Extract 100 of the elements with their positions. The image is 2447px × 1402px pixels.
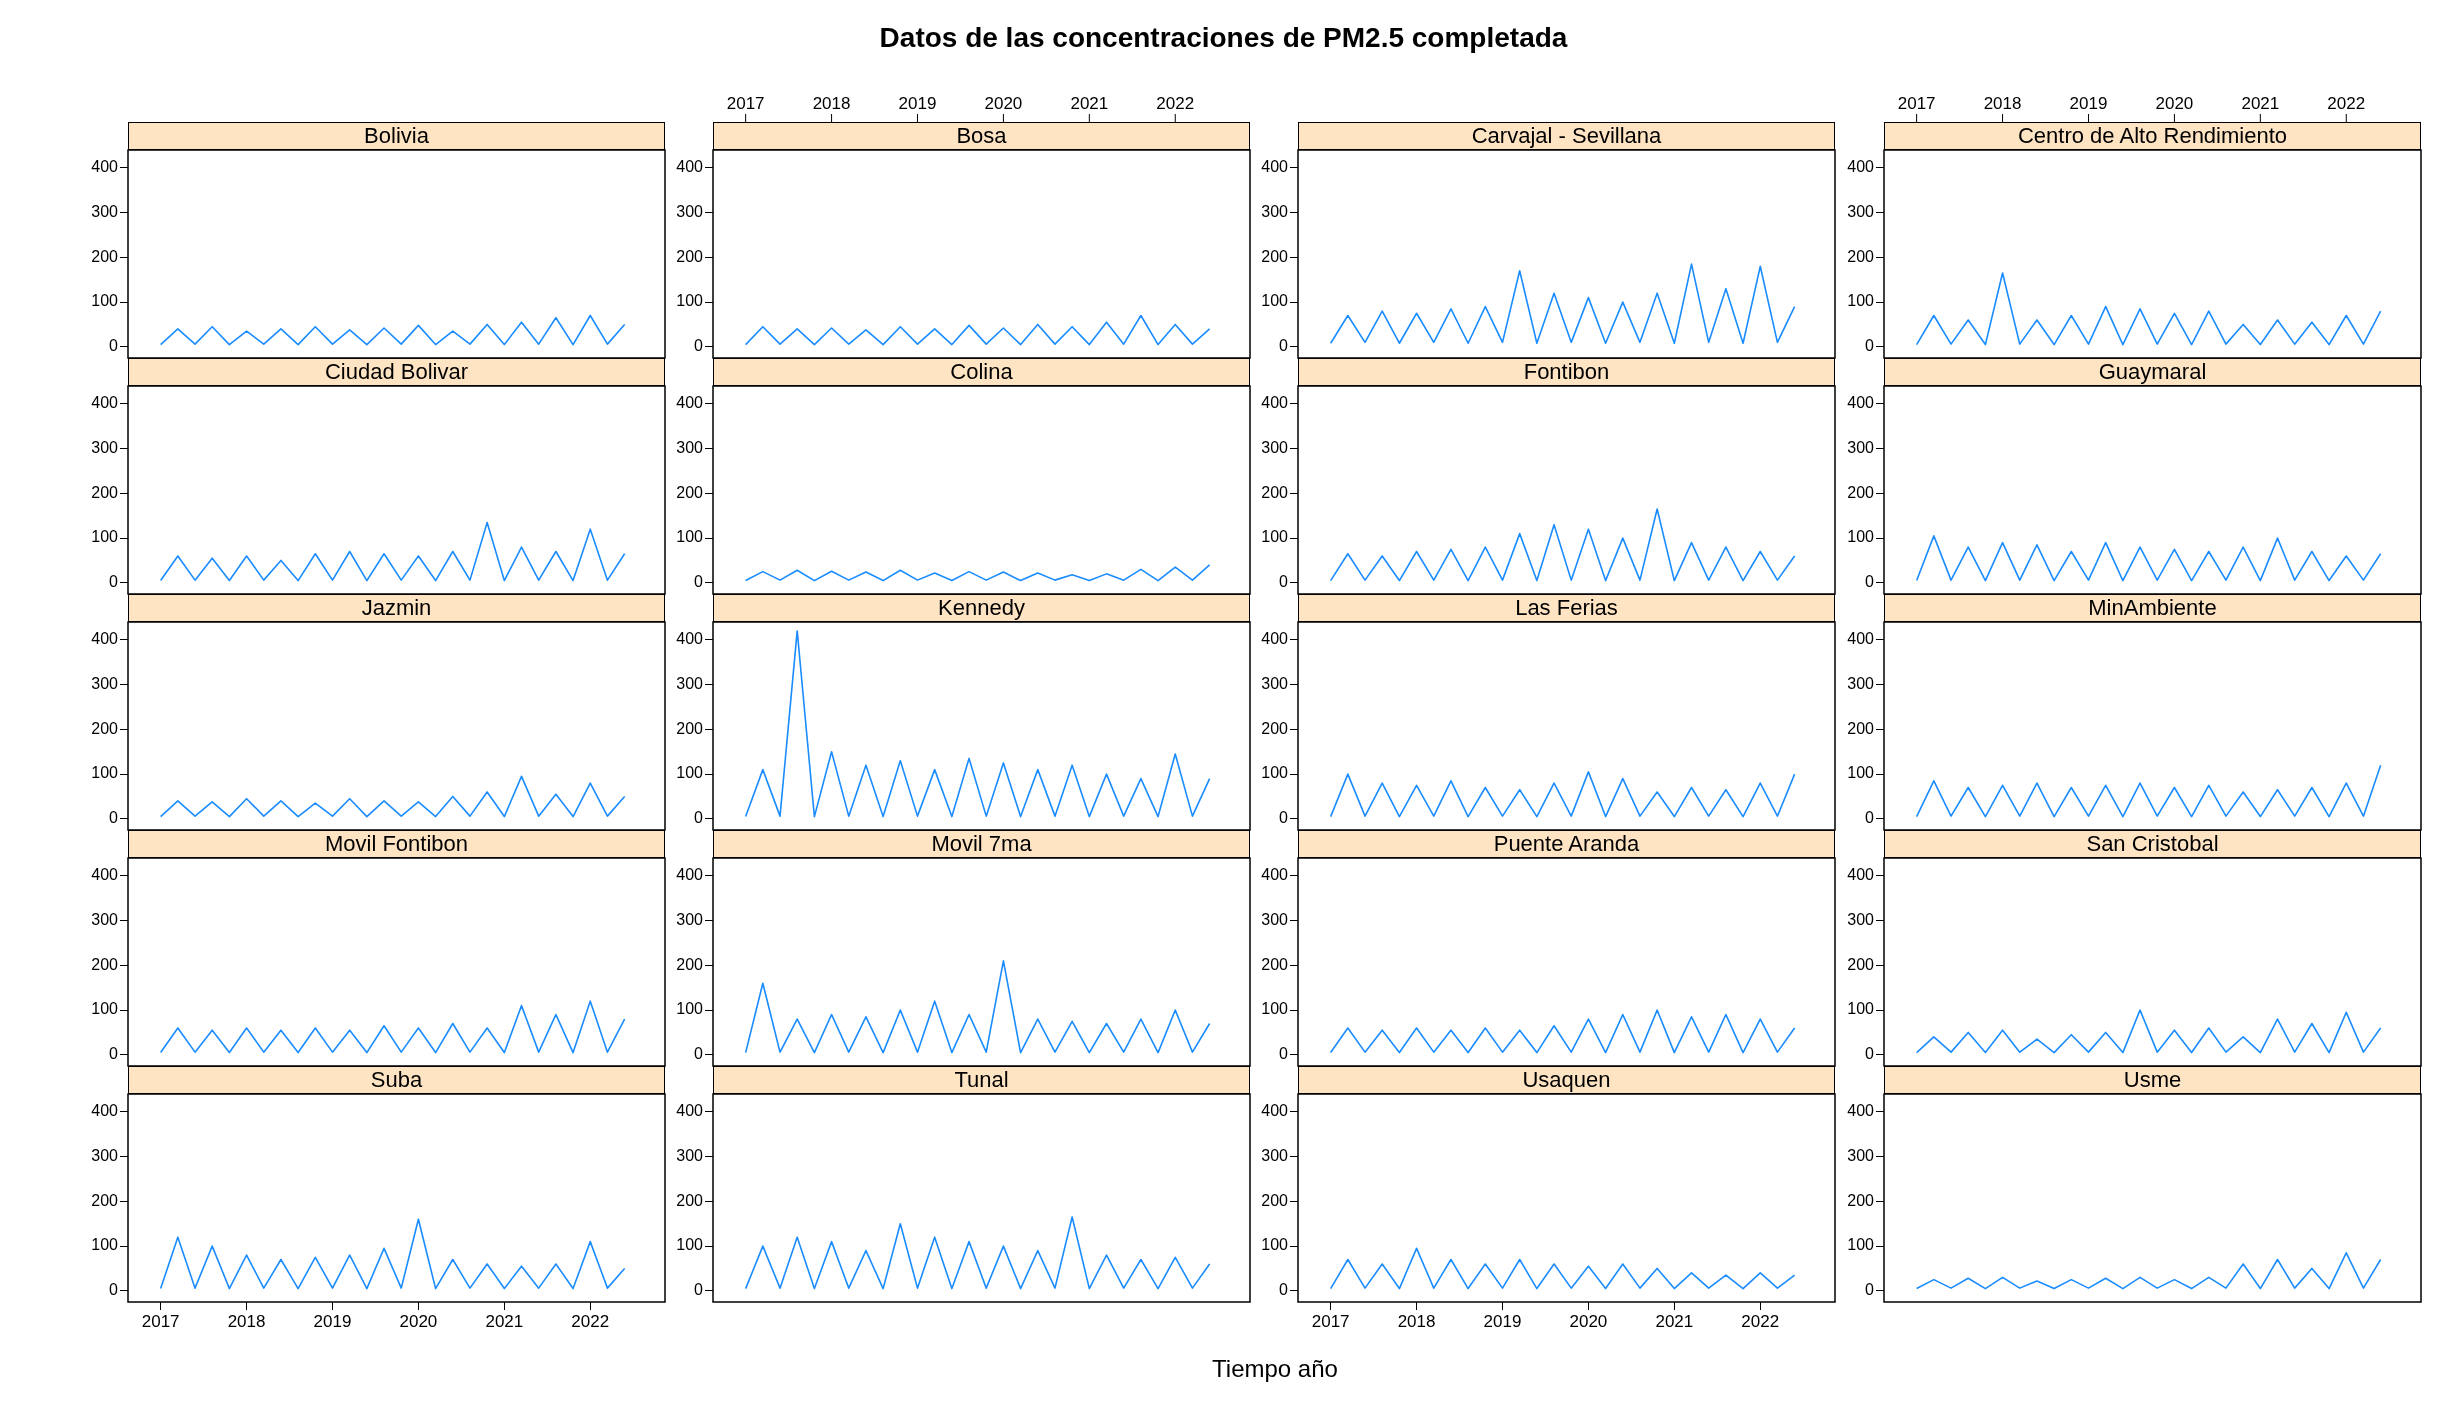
y-tick-label: 300 <box>676 439 704 457</box>
y-tick-label: 100 <box>1847 1000 1875 1018</box>
y-tick-label: 400 <box>676 866 704 884</box>
y-tick-label: 100 <box>1261 1000 1289 1018</box>
y-tick-label: 300 <box>1847 203 1875 221</box>
chart-title: San Cristobal <box>1884 830 2421 858</box>
y-tick-label: 200 <box>676 483 704 501</box>
y-tick-label: 0 <box>694 573 704 591</box>
y-tick-label: 400 <box>1261 630 1289 648</box>
y-tick-label: 100 <box>91 1236 119 1254</box>
y-tick-label: 400 <box>676 394 704 412</box>
chart-title: Jazmin <box>128 594 665 622</box>
y-tick-label: 0 <box>1865 337 1875 355</box>
x2-tick-label: 2020 <box>2155 94 2194 114</box>
x-tick-label: 2019 <box>313 1311 352 1331</box>
y-tick-label: 200 <box>1847 1191 1875 1209</box>
y-tick-label: 100 <box>1261 528 1289 546</box>
chart-title: Movil 7ma <box>713 830 1250 858</box>
chart-title: Usaquen <box>1298 1066 1835 1094</box>
y-tick-label: 200 <box>91 1191 119 1209</box>
x2-tick-label: 2018 <box>812 94 851 114</box>
y-tick-label: 0 <box>694 809 704 827</box>
y-tick-label: 100 <box>1261 764 1289 782</box>
y-tick-label: 200 <box>1847 483 1875 501</box>
y-tick-label: 0 <box>1279 337 1289 355</box>
y-tick-label: 0 <box>1279 1281 1289 1299</box>
y-tick-label: 0 <box>109 1045 119 1063</box>
y-tick-label: 300 <box>91 439 119 457</box>
y-tick-label: 300 <box>1261 439 1289 457</box>
x-tick-label: 2018 <box>227 1311 266 1331</box>
y-tick-label: 300 <box>91 203 119 221</box>
y-tick-label: 400 <box>91 1102 119 1120</box>
chart-title: Guaymaral <box>1884 358 2421 386</box>
y-tick-label: 0 <box>694 337 704 355</box>
y-tick-label: 200 <box>1847 247 1875 265</box>
y-tick-label: 200 <box>1261 1191 1289 1209</box>
y-tick-label: 300 <box>91 1147 119 1165</box>
x-tick-label: 2022 <box>571 1311 610 1331</box>
y-tick-label: 0 <box>694 1045 704 1063</box>
y-tick-label: 300 <box>1261 675 1289 693</box>
y-tick-label: 400 <box>676 630 704 648</box>
x2-tick-label: 2021 <box>1070 94 1109 114</box>
y-tick-label: 300 <box>676 1147 704 1165</box>
y-tick-label: 100 <box>1847 528 1875 546</box>
x-tick-label: 2021 <box>1655 1311 1694 1331</box>
y-tick-label: 0 <box>694 1281 704 1299</box>
y-tick-label: 100 <box>676 764 704 782</box>
x2-tick-label: 2019 <box>898 94 937 114</box>
y-tick-label: 0 <box>1279 573 1289 591</box>
x-tick-label: 2020 <box>1569 1311 1608 1331</box>
y-tick-label: 300 <box>1261 203 1289 221</box>
x-tick-label: 2022 <box>1741 1311 1780 1331</box>
chart-title: Bolivia <box>128 122 665 150</box>
y-tick-label: 200 <box>676 1191 704 1209</box>
y-tick-label: 200 <box>1847 955 1875 973</box>
y-tick-label: 300 <box>676 911 704 929</box>
y-tick-label: 100 <box>1847 764 1875 782</box>
x2-tick-label: 2020 <box>984 94 1023 114</box>
x2-tick-label: 2019 <box>2069 94 2108 114</box>
chart-title: Puente Aranda <box>1298 830 1835 858</box>
chart-title: Ciudad Bolivar <box>128 358 665 386</box>
y-tick-label: 100 <box>676 1236 704 1254</box>
chart-title: MinAmbiente <box>1884 594 2421 622</box>
y-tick-label: 0 <box>1865 573 1875 591</box>
chart-title: Colina <box>713 358 1250 386</box>
y-tick-label: 400 <box>1847 1102 1875 1120</box>
y-tick-label: 200 <box>676 247 704 265</box>
y-tick-label: 400 <box>676 158 704 176</box>
y-tick-label: 0 <box>1865 809 1875 827</box>
y-tick-label: 300 <box>1847 1147 1875 1165</box>
text: Datos de las concentraciones de PM2.5 completada <box>878 22 1569 54</box>
y-tick-label: 100 <box>676 528 704 546</box>
x2-tick-label: 2017 <box>726 94 765 114</box>
text: Tiempo año <box>1211 1355 1339 1383</box>
chart-title: Kennedy <box>713 594 1250 622</box>
x-tick-label: 2018 <box>1397 1311 1436 1331</box>
y-tick-label: 0 <box>109 809 119 827</box>
y-tick-label: 100 <box>1847 1236 1875 1254</box>
y-tick-label: 100 <box>676 292 704 310</box>
y-tick-label: 200 <box>91 483 119 501</box>
y-tick-label: 100 <box>91 292 119 310</box>
y-tick-label: 200 <box>1261 483 1289 501</box>
chart-title: Movil Fontibon <box>128 830 665 858</box>
y-tick-label: 400 <box>1847 158 1875 176</box>
chart-title: Usme <box>1884 1066 2421 1094</box>
y-tick-label: 400 <box>91 158 119 176</box>
chart-title: Carvajal - Sevillana <box>1298 122 1835 150</box>
y-tick-label: 400 <box>91 394 119 412</box>
y-tick-label: 0 <box>109 573 119 591</box>
x2-tick-label: 2022 <box>1156 94 1195 114</box>
y-tick-label: 300 <box>676 675 704 693</box>
y-tick-label: 400 <box>1261 158 1289 176</box>
chart-title: Bosa <box>713 122 1250 150</box>
y-tick-label: 200 <box>1261 247 1289 265</box>
y-tick-label: 100 <box>91 764 119 782</box>
y-tick-label: 100 <box>676 1000 704 1018</box>
x2-tick-label: 2017 <box>1897 94 1936 114</box>
y-tick-label: 300 <box>1261 911 1289 929</box>
x2-tick-label: 2018 <box>1983 94 2022 114</box>
y-tick-label: 300 <box>1847 675 1875 693</box>
